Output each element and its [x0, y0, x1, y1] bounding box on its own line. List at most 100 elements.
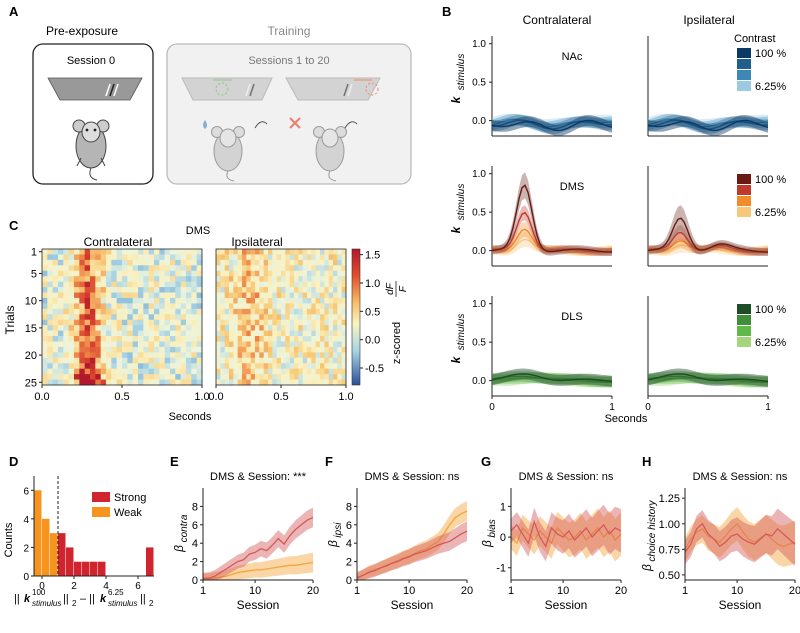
heatmap-cell [74, 303, 80, 310]
heatmap-cell [289, 314, 295, 321]
heatmap-cell [111, 325, 118, 331]
panel-e-xtick-label: 20 [307, 585, 319, 597]
heatmap-cell [175, 249, 182, 255]
heatmap-cell [143, 259, 150, 266]
heatmap-cell [122, 352, 128, 359]
d-xtick-label: 2 [71, 581, 77, 592]
b-legend-swatch [737, 70, 751, 80]
c-cbar-tick-label: 1.5 [365, 250, 380, 262]
heatmap-cell [263, 297, 269, 304]
c-cbar-tick-label: 1.0 [365, 278, 380, 290]
heatmap-cell [191, 368, 198, 375]
heatmap-cell [154, 352, 160, 359]
heatmap-cell [272, 357, 278, 364]
heatmap-cell [294, 297, 299, 304]
heatmap-cell [100, 368, 107, 375]
heatmap-cell [276, 379, 282, 386]
d-ytick-label: 0 [23, 572, 29, 583]
heatmap-cell [191, 357, 198, 364]
heatmap-cell [307, 259, 312, 266]
heatmap-cell [285, 379, 291, 386]
heatmap-cell [216, 249, 221, 255]
heatmap-cell [186, 254, 192, 261]
panel-g-title: DMS & Session: ns [519, 471, 614, 483]
heatmap-cell [263, 346, 269, 353]
heatmap-cell [148, 276, 155, 283]
heatmap-cell [341, 319, 347, 326]
heatmap-cell [180, 297, 187, 304]
heatmap-cell [170, 346, 176, 353]
d-legend-weak-swatch [92, 507, 110, 517]
heatmap-cell [289, 325, 295, 331]
heatmap-cell [263, 303, 269, 310]
heatmap-cell [111, 292, 118, 299]
heatmap-cell [229, 254, 234, 261]
heatmap-cell [58, 276, 64, 283]
heatmap-cell [216, 259, 221, 266]
heatmap-cell [281, 281, 286, 288]
heatmap-cell [263, 352, 269, 359]
heatmap-cell [164, 346, 171, 353]
d-xtick-label: 4 [103, 581, 109, 592]
heatmap-cell [289, 308, 295, 315]
heatmap-cell [259, 341, 265, 348]
heatmap-cell [229, 259, 234, 266]
heatmap-cell [341, 379, 347, 386]
heatmap-cell [307, 308, 312, 315]
heatmap-cell [324, 265, 330, 272]
heatmap-cell [186, 303, 192, 310]
heatmap-cell [237, 265, 243, 272]
heatmap-cell [42, 265, 48, 272]
svg-text:||: || [14, 593, 20, 605]
heatmap-cell [337, 249, 343, 255]
heatmap-cell [68, 270, 75, 277]
heatmap-cell [196, 374, 203, 380]
mouse-icon-left [211, 126, 245, 182]
b-error-band [648, 205, 768, 256]
heatmap-cell [272, 325, 278, 331]
heatmap-cell [246, 303, 252, 310]
heatmap-cell [294, 276, 299, 283]
heatmap-cell [63, 270, 70, 277]
b-legend-swatch [737, 337, 751, 347]
heatmap-cell [315, 346, 321, 353]
heatmap-cell [84, 363, 91, 370]
heatmap-cell [324, 314, 330, 321]
heatmap-cell [242, 297, 247, 304]
heatmap-cell [143, 254, 150, 261]
heatmap-cell [315, 270, 321, 277]
heatmap-cell [333, 336, 338, 342]
heatmap-cell [116, 330, 123, 337]
heatmap-cell [180, 276, 187, 283]
c-colorbar [351, 248, 361, 386]
heatmap-cell [289, 265, 295, 272]
heatmap-cell [143, 336, 150, 342]
heatmap-cell [250, 330, 256, 337]
heatmap-cell [74, 281, 80, 288]
heatmap-cell [58, 265, 64, 272]
heatmap-cell [84, 314, 91, 321]
heatmap-cell [294, 330, 299, 337]
heatmap-cell [233, 352, 239, 359]
heatmap-cell [289, 352, 295, 359]
heatmap-cell [111, 265, 118, 272]
heatmap-cell [100, 276, 107, 283]
heatmap-cell [47, 265, 54, 272]
training-title: Training [268, 24, 311, 38]
heatmap-cell [68, 357, 75, 364]
heatmap-cell [259, 265, 265, 272]
heatmap-cell [95, 336, 102, 342]
heatmap-cell [138, 259, 144, 266]
heatmap-cell [186, 249, 192, 255]
heatmap-cell [311, 308, 317, 315]
heatmap-cell [122, 265, 128, 272]
heatmap-cell [95, 270, 102, 277]
heatmap-cell [132, 346, 139, 353]
heatmap-cell [154, 341, 160, 348]
heatmap-cell [42, 297, 48, 304]
heatmap-cell [289, 303, 295, 310]
heatmap-cell [191, 352, 198, 359]
